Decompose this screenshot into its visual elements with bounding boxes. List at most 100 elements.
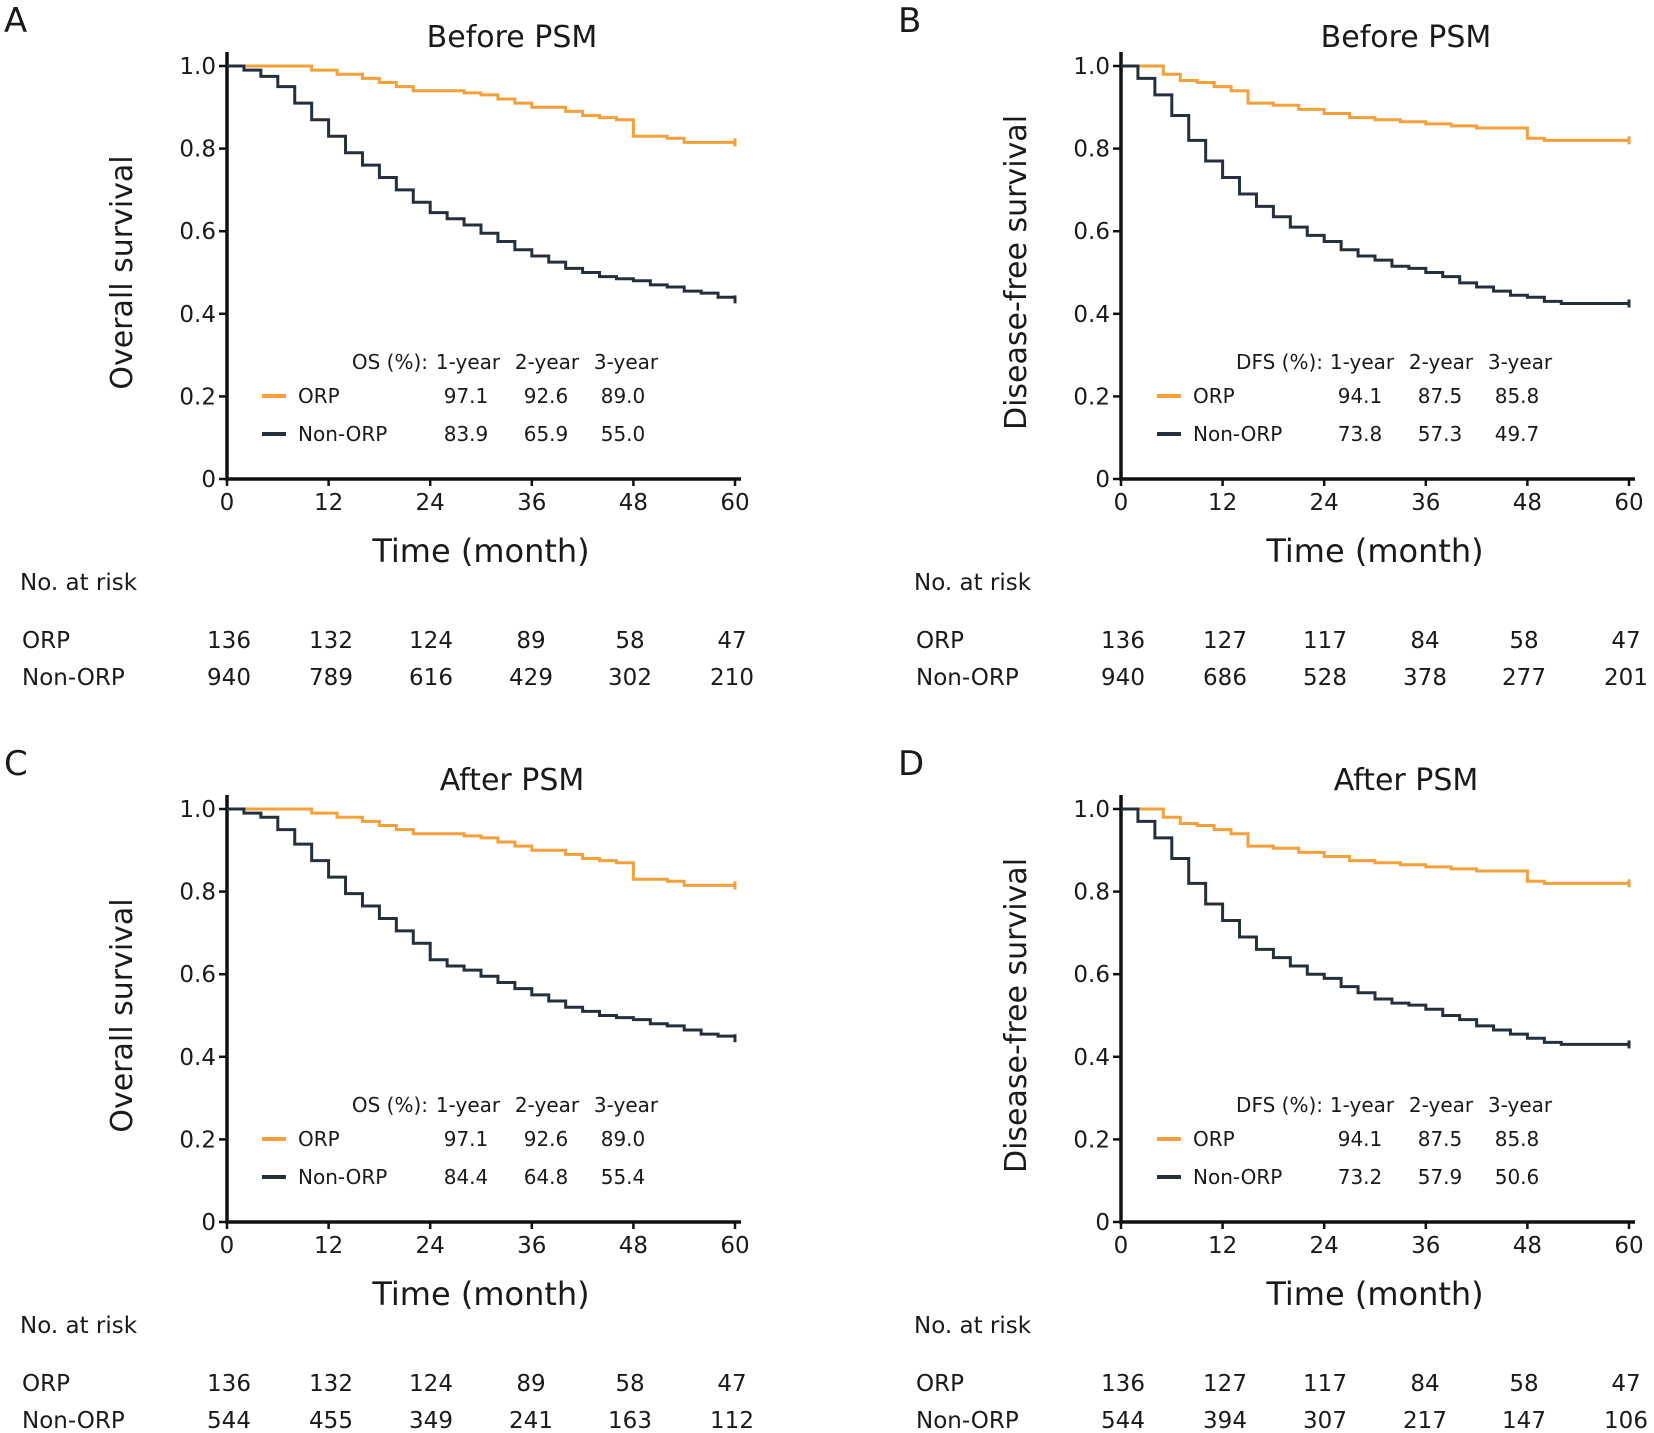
legend-header: DFS (%): xyxy=(1236,350,1323,374)
legend-value: 85.8 xyxy=(1495,1127,1540,1151)
y-axis-label: Disease-free survival xyxy=(999,858,1034,1173)
x-tick-label: 12 xyxy=(1208,1233,1237,1259)
legend-value: 73.8 xyxy=(1338,422,1383,446)
x-tick-label: 24 xyxy=(1310,490,1339,516)
y-tick-label: 0 xyxy=(201,1210,216,1236)
legend-value: 89.0 xyxy=(601,384,646,408)
legend-row-label: ORP xyxy=(1193,384,1235,408)
legend-row-label: Non-ORP xyxy=(298,1165,387,1189)
legend-value: 64.8 xyxy=(524,1165,569,1189)
x-tick-label: 36 xyxy=(1411,1233,1440,1259)
risk-count: 47 xyxy=(1611,628,1640,654)
orp-survival-curve xyxy=(1121,64,1629,142)
risk-count: 616 xyxy=(409,665,453,691)
legend-value: 57.3 xyxy=(1418,422,1463,446)
risk-count: 394 xyxy=(1203,1408,1247,1433)
y-tick-label: 0.8 xyxy=(179,880,216,906)
legend-column-header: 3-year xyxy=(594,1093,659,1117)
legend-value: 97.1 xyxy=(444,384,489,408)
risk-count: 84 xyxy=(1410,628,1439,654)
legend-value: 65.9 xyxy=(524,422,569,446)
panel-b: B Before PSM Disease-free survival Time (mo… xyxy=(898,1,1648,691)
chart-title: Before PSM xyxy=(427,20,598,55)
risk-count: 544 xyxy=(1101,1408,1145,1433)
legend-column-header: 1-year xyxy=(436,1093,501,1117)
y-tick-label: 0.2 xyxy=(179,1127,216,1153)
risk-count: 47 xyxy=(717,1371,746,1397)
legend-column-header: 2-year xyxy=(515,350,580,374)
x-tick-label: 36 xyxy=(1411,490,1440,516)
risk-count: 84 xyxy=(1410,1371,1439,1397)
non-orp-survival-curve xyxy=(227,64,737,300)
legend-header: DFS (%): xyxy=(1236,1093,1323,1117)
risk-count: 89 xyxy=(516,628,545,654)
risk-row-label: Non-ORP xyxy=(22,665,125,691)
axes xyxy=(225,52,741,481)
legend-column-header: 1-year xyxy=(1330,1093,1395,1117)
legend-column-header: 2-year xyxy=(515,1093,580,1117)
risk-count: 789 xyxy=(309,665,353,691)
x-axis-label: Time (month) xyxy=(1265,1275,1483,1313)
legend-row-label: ORP xyxy=(298,384,340,408)
risk-count: 136 xyxy=(1101,1371,1145,1397)
legend-value: 94.1 xyxy=(1338,384,1383,408)
legend-value: 92.6 xyxy=(524,384,569,408)
risk-count: 455 xyxy=(309,1408,353,1433)
risk-row-label: ORP xyxy=(916,1371,964,1397)
x-tick-label: 48 xyxy=(619,490,648,516)
risk-table-title: No. at risk xyxy=(914,1313,1032,1339)
risk-table-title: No. at risk xyxy=(914,570,1032,596)
x-tick-label: 12 xyxy=(1208,490,1237,516)
risk-count: 106 xyxy=(1604,1408,1648,1433)
risk-count: 58 xyxy=(615,628,644,654)
panel-letter: A xyxy=(4,1,27,41)
legend-row-label: Non-ORP xyxy=(1193,1165,1282,1189)
orp-survival-curve xyxy=(227,807,735,887)
risk-count: 528 xyxy=(1303,665,1347,691)
legend-column-header: 3-year xyxy=(594,350,659,374)
y-axis-label: Disease-free survival xyxy=(999,115,1034,430)
risk-count: 429 xyxy=(509,665,553,691)
y-tick-label: 0.6 xyxy=(179,962,216,988)
x-tick-label: 12 xyxy=(314,490,343,516)
risk-count: 124 xyxy=(409,628,453,654)
risk-count: 210 xyxy=(710,665,754,691)
panel-letter: D xyxy=(898,744,924,784)
x-tick-label: 24 xyxy=(416,1233,445,1259)
y-tick-label: 1.0 xyxy=(1073,797,1110,823)
chart-title: Before PSM xyxy=(1321,20,1492,55)
non-orp-survival-curve xyxy=(1121,807,1629,1046)
legend-row-label: ORP xyxy=(298,1127,340,1151)
legend-value: 87.5 xyxy=(1418,384,1463,408)
x-tick-label: 60 xyxy=(720,490,749,516)
risk-count: 58 xyxy=(1509,628,1538,654)
y-tick-label: 1.0 xyxy=(179,797,216,823)
risk-count: 47 xyxy=(717,628,746,654)
risk-count: 124 xyxy=(409,1371,453,1397)
legend-column-header: 2-year xyxy=(1409,1093,1474,1117)
non-orp-survival-curve xyxy=(227,807,737,1039)
legend-value: 50.6 xyxy=(1495,1165,1540,1189)
risk-count: 147 xyxy=(1502,1408,1546,1433)
axes xyxy=(1119,795,1635,1224)
risk-count: 277 xyxy=(1502,665,1546,691)
x-axis-label: Time (month) xyxy=(371,532,589,570)
legend-column-header: 1-year xyxy=(436,350,501,374)
risk-count: 132 xyxy=(309,628,353,654)
risk-count: 136 xyxy=(207,628,251,654)
x-tick-label: 60 xyxy=(1614,1233,1643,1259)
x-tick-label: 60 xyxy=(720,1233,749,1259)
risk-count: 307 xyxy=(1303,1408,1347,1433)
legend-column-header: 3-year xyxy=(1488,350,1553,374)
y-tick-label: 0.8 xyxy=(1073,137,1110,163)
x-tick-label: 12 xyxy=(314,1233,343,1259)
chart-title: After PSM xyxy=(1334,763,1479,798)
legend-header: OS (%): xyxy=(352,1093,428,1117)
x-tick-label: 36 xyxy=(517,490,546,516)
risk-count: 940 xyxy=(207,665,251,691)
risk-count: 127 xyxy=(1203,628,1247,654)
risk-count: 58 xyxy=(615,1371,644,1397)
panel-a: A Before PSM Overall survival Time (month) 0… xyxy=(4,1,754,691)
risk-count: 163 xyxy=(608,1408,652,1433)
